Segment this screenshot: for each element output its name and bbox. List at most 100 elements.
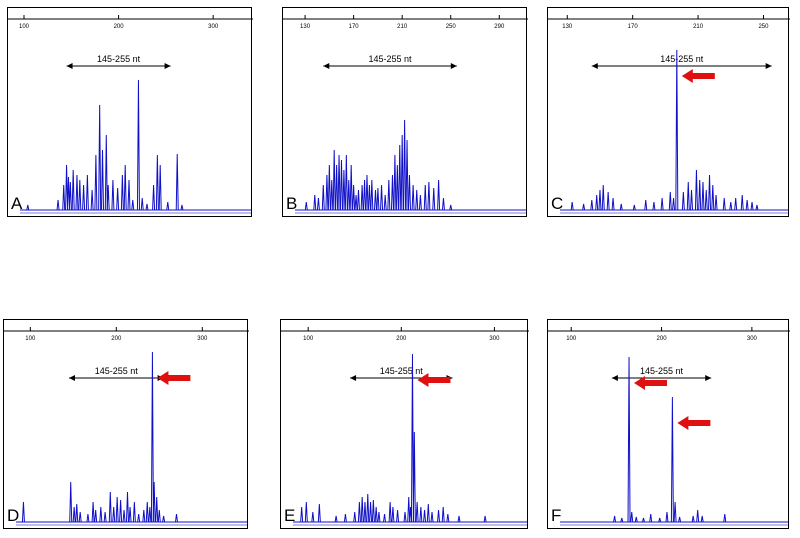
peak [304, 501, 308, 523]
peak [91, 501, 95, 523]
peak [152, 184, 156, 211]
peak [152, 481, 156, 523]
x-tick-label: 210 [693, 24, 704, 30]
peak [598, 189, 602, 211]
panel-c: 130 170 210 250 145-255 nt C [547, 7, 790, 217]
peak [430, 511, 434, 523]
x-tick-label: 250 [758, 24, 769, 30]
peak [398, 144, 402, 211]
peak [180, 204, 184, 211]
peak [166, 201, 170, 211]
peak [142, 509, 146, 523]
range-arrow-head-left [66, 63, 73, 69]
peak [347, 179, 351, 211]
peak [672, 197, 676, 211]
x-tick-label: 170 [628, 24, 639, 30]
peak [317, 503, 321, 523]
range-arrow-head-right [705, 375, 712, 381]
peak [78, 511, 82, 523]
peak [62, 184, 66, 211]
peak [56, 199, 60, 211]
panel-label-b: B [286, 194, 298, 213]
peak [69, 481, 73, 523]
panel-label-c: C [551, 194, 564, 213]
peak [383, 194, 387, 211]
peak [407, 496, 411, 523]
peak [383, 513, 387, 523]
chart-d: 100 200 300 145-255 nt [4, 327, 249, 526]
peak [412, 431, 416, 523]
peak [349, 164, 353, 211]
peak [729, 201, 733, 211]
peak [437, 179, 441, 211]
peak [132, 501, 136, 523]
red-arrow-icon [681, 69, 715, 83]
peak [316, 197, 320, 211]
x-tick-label: 250 [446, 24, 457, 30]
peak [627, 356, 631, 523]
peak [678, 516, 682, 523]
peak [387, 179, 391, 211]
peak [668, 191, 672, 211]
x-tick-label: 300 [489, 336, 500, 342]
peak [150, 351, 154, 523]
range-arrow-head-right [164, 63, 171, 69]
peak [411, 184, 415, 211]
peak [483, 515, 487, 523]
peak [601, 184, 605, 211]
peak [704, 189, 708, 211]
peak [595, 194, 599, 211]
peak [155, 496, 159, 523]
peak [26, 204, 30, 211]
peak [108, 491, 112, 523]
red-arrow-icon [157, 371, 191, 385]
peak [354, 194, 358, 211]
peak [449, 204, 453, 211]
chart-c: 130 170 210 250 145-255 nt [548, 15, 790, 214]
panel-f: 100 200 300 145-255 nt F [547, 319, 790, 529]
peak [327, 164, 331, 211]
peak [65, 164, 69, 211]
x-tick-label: 130 [562, 24, 573, 30]
peak [136, 79, 140, 211]
peak [371, 499, 375, 523]
peak [708, 174, 712, 211]
peak [606, 191, 610, 211]
red-arrow-icon [417, 373, 451, 387]
peak [415, 189, 419, 211]
peak [337, 154, 341, 211]
peak [432, 187, 436, 211]
peak [103, 511, 107, 523]
peak [740, 194, 744, 211]
x-tick-label: 210 [397, 24, 408, 30]
x-tick-label: 200 [657, 336, 668, 342]
peak [335, 164, 339, 211]
range-label: 145-255 nt [95, 366, 139, 376]
peak [377, 511, 381, 523]
peak [644, 199, 648, 211]
peak [400, 134, 404, 211]
x-tick-label: 300 [747, 336, 758, 342]
peak [155, 154, 159, 211]
peak [403, 119, 407, 211]
peak [370, 179, 374, 211]
peak [395, 164, 399, 211]
peak [175, 153, 179, 211]
peak [85, 174, 89, 211]
peak [590, 199, 594, 211]
peak [690, 189, 694, 211]
peak [388, 501, 392, 523]
peak [360, 184, 364, 211]
peak [111, 179, 115, 211]
peak [94, 154, 98, 211]
peak [75, 174, 79, 211]
range-arrow-head-left [611, 375, 618, 381]
peak [734, 197, 738, 211]
peak [363, 501, 367, 523]
peak [343, 513, 347, 523]
peak [698, 179, 702, 211]
peak [632, 204, 636, 211]
range-label: 145-255 nt [369, 54, 413, 64]
peak [457, 515, 461, 523]
peak [330, 179, 334, 211]
